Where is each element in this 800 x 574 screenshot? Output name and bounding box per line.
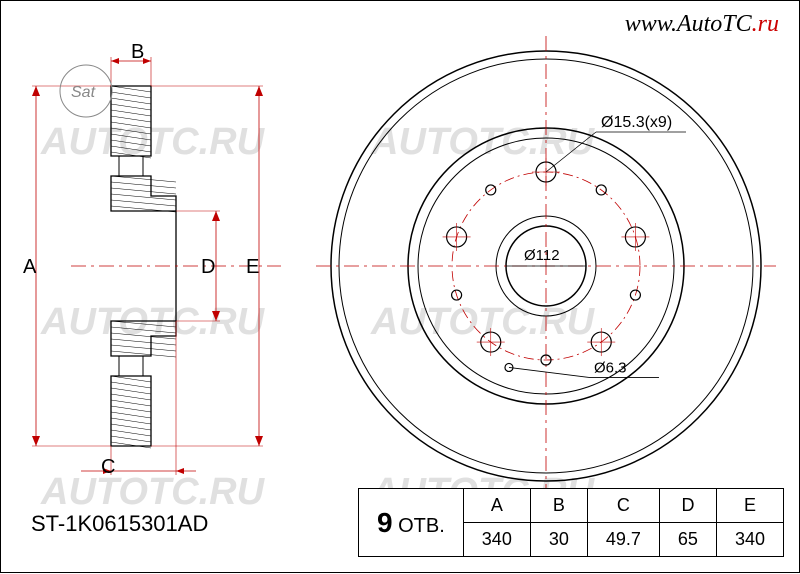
holes-cell: 9 ОТВ.: [358, 489, 463, 557]
col-value: 49.7: [587, 523, 659, 557]
col-header: E: [716, 489, 783, 523]
dim-label-a: A: [23, 256, 36, 279]
svg-text:Ø15.3(x9): Ø15.3(x9): [601, 114, 672, 131]
hole-count: 9: [377, 507, 393, 538]
dim-label-c: C: [101, 456, 115, 479]
svg-text:Ø6.3: Ø6.3: [594, 359, 627, 376]
drawing-container: www.AutoTC.ru AUTOTC.RUAUTOTC.RUAUTOTC.R…: [0, 0, 800, 573]
col-value: 340: [716, 523, 783, 557]
col-value: 340: [463, 523, 530, 557]
site-url: www.AutoTC.ru: [625, 11, 779, 38]
front-view: Ø15.3(x9) Ø112 Ø6.3: [316, 36, 776, 496]
side-view: Sat: [32, 57, 281, 475]
hole-label: ОТВ.: [398, 515, 445, 537]
site-name: www.AutoTC: [625, 11, 752, 37]
dim-label-d: D: [201, 256, 215, 279]
col-value: 65: [659, 523, 716, 557]
col-header: B: [530, 489, 587, 523]
dim-label-e: E: [246, 256, 259, 279]
col-header: C: [587, 489, 659, 523]
site-tld: .ru: [752, 11, 779, 37]
col-value: 30: [530, 523, 587, 557]
dim-label-b: B: [131, 41, 144, 64]
col-header: D: [659, 489, 716, 523]
dimensions-table: 9 ОТВ. A B C D E 340 30 49.7 65 340: [358, 488, 784, 557]
table-row: 9 ОТВ. A B C D E: [358, 489, 783, 523]
col-header: A: [463, 489, 530, 523]
svg-text:Ø112: Ø112: [524, 247, 560, 264]
svg-text:Sat: Sat: [71, 84, 96, 101]
